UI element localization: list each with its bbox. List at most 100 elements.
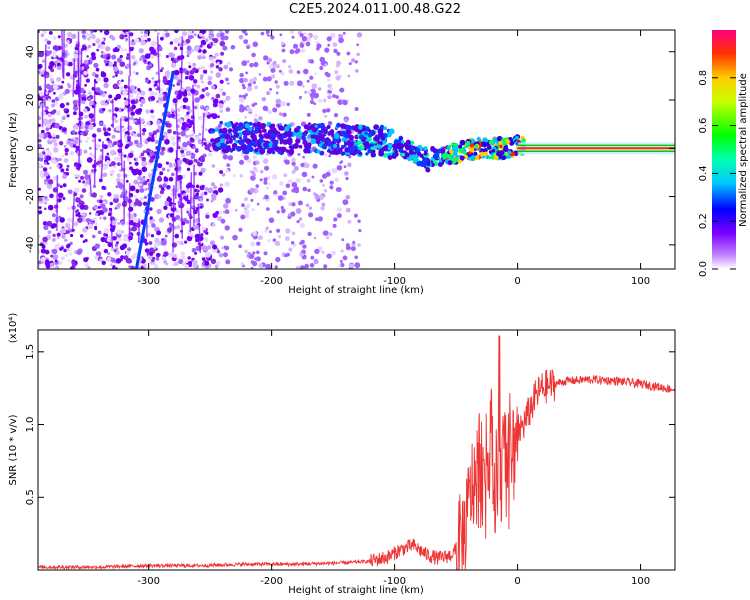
noise-dot <box>139 143 143 147</box>
noise-dot <box>342 31 346 35</box>
noise-dot <box>114 119 119 123</box>
noise-dot <box>92 42 96 47</box>
ridge-dot <box>250 134 255 139</box>
noise-dot <box>166 197 172 203</box>
noise-dot <box>309 59 315 64</box>
noise-dot <box>278 69 282 73</box>
noise-dot <box>333 217 338 222</box>
noise-dot <box>38 157 44 162</box>
noise-dot <box>219 183 223 187</box>
noise-dot <box>211 85 216 90</box>
noise-dot <box>324 114 328 118</box>
noise-dot <box>222 45 228 51</box>
noise-dot <box>296 70 301 74</box>
noise-dot <box>62 197 66 200</box>
noise-dot <box>194 97 200 103</box>
noise-dot <box>163 131 168 137</box>
noise-dot <box>170 108 175 112</box>
noise-dot <box>119 54 123 59</box>
noise-dot <box>63 108 67 112</box>
noise-dot <box>130 40 136 46</box>
noise-dot <box>182 104 187 110</box>
noise-dot <box>223 252 228 258</box>
noise-dot <box>113 141 117 146</box>
y-tick-label: 20 <box>25 94 36 107</box>
ridge-dot <box>210 128 215 133</box>
noise-streak <box>201 113 205 147</box>
noise-dot <box>61 246 64 250</box>
ridge-dot <box>218 145 223 150</box>
noise-dot <box>187 256 191 260</box>
noise-dot <box>301 36 308 42</box>
noise-dot <box>107 252 111 255</box>
noise-dot <box>180 254 186 260</box>
noise-dot <box>158 184 163 188</box>
noise-dot <box>104 233 109 237</box>
ridge-dot <box>219 138 225 144</box>
ridge-dot <box>321 144 328 150</box>
noise-dot <box>44 207 47 211</box>
noise-dot <box>111 247 115 251</box>
noise-dot <box>104 30 110 36</box>
x-tick-label: 0 <box>514 276 520 287</box>
ridge-dot <box>376 144 382 149</box>
noise-dot <box>94 212 99 216</box>
noise-dot <box>326 36 332 42</box>
noise-dot <box>185 188 191 194</box>
ridge-dot <box>382 145 389 151</box>
noise-dot <box>90 30 94 33</box>
noise-dot <box>117 182 124 189</box>
noise-dot <box>193 33 197 37</box>
noise-dot <box>312 163 318 169</box>
noise-dot <box>107 235 112 240</box>
noise-dot <box>79 125 84 130</box>
ridge-dot <box>253 128 259 134</box>
ridge-dot <box>373 125 378 130</box>
ridge-dot <box>326 141 332 147</box>
noise-dot <box>140 90 146 96</box>
noise-dot <box>297 200 303 206</box>
noise-dot <box>121 221 125 225</box>
noise-dot <box>46 155 52 161</box>
ridge-dot <box>263 142 267 147</box>
noise-dot <box>187 160 193 166</box>
noise-dot <box>189 137 194 142</box>
noise-dot <box>266 76 272 82</box>
noise-dot <box>358 229 362 233</box>
noise-dot <box>162 183 167 188</box>
noise-dot <box>54 244 60 250</box>
noise-dot <box>85 78 90 83</box>
noise-dot <box>100 100 106 106</box>
spectrogram-x-label: Height of straight line (km) <box>288 285 424 296</box>
ridge-dot <box>285 131 289 136</box>
noise-dot <box>146 152 150 156</box>
noise-dot <box>55 134 60 139</box>
ridge-dot <box>398 143 404 150</box>
snr-y-label: SNR (10 * v/v) <box>8 414 19 485</box>
noise-dot <box>150 48 157 55</box>
noise-dot <box>153 242 159 248</box>
noise-dot <box>159 190 164 195</box>
noise-dot <box>75 213 79 217</box>
ridge-dot <box>399 137 403 141</box>
noise-dot <box>188 75 195 81</box>
noise-dot <box>93 217 97 221</box>
ridge-dot <box>423 151 428 156</box>
noise-dot <box>205 248 209 252</box>
noise-dot <box>95 76 102 83</box>
noise-dot <box>211 164 215 168</box>
ridge-dot <box>262 148 266 152</box>
carrier-line <box>517 142 675 155</box>
noise-dot <box>306 79 310 83</box>
noise-dot <box>54 122 60 129</box>
noise-dot <box>299 43 305 48</box>
ridge-dot <box>263 133 269 138</box>
noise-dot <box>172 98 178 104</box>
noise-dot <box>124 48 128 51</box>
noise-dot <box>101 260 106 265</box>
noise-dot <box>320 206 326 211</box>
ridge-dot <box>368 131 374 137</box>
x-tick-label: -100 <box>383 576 406 587</box>
noise-dot <box>254 257 257 261</box>
noise-dot <box>124 116 127 119</box>
